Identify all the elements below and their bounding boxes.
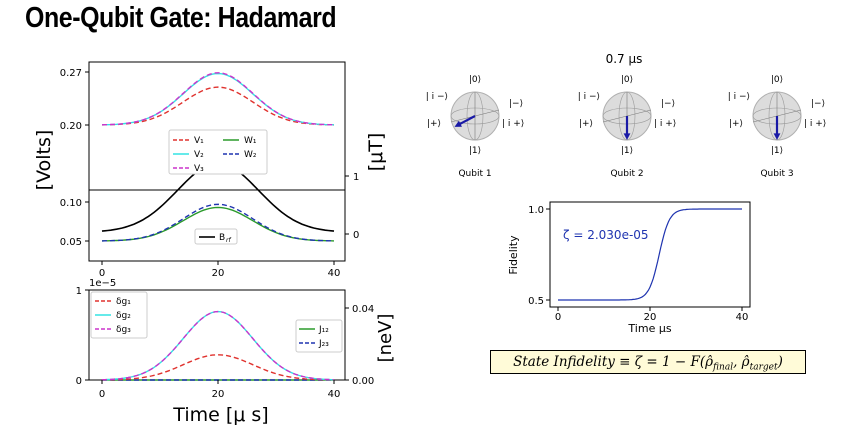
- fidelity-ticks: 0 20 40 0.5 1.0: [528, 205, 748, 323]
- x-tick-label: 20: [212, 268, 225, 279]
- bloch-sphere-2: |0⟩ |1⟩ | i −⟩ |+⟩ |−⟩ | i +⟩ Qubit 2: [578, 75, 677, 179]
- x-tick-label: 20: [212, 389, 225, 400]
- voltage-y-right-label: [μT]: [365, 133, 387, 172]
- label-ket-minus: |−⟩: [811, 99, 825, 109]
- legend-label: J₁₂: [318, 325, 329, 335]
- legend-label: W₁: [244, 136, 257, 146]
- label-ket-minus: |−⟩: [509, 99, 523, 109]
- fidelity-y-label: Fidelity: [507, 235, 520, 275]
- bloch-sphere-3: |0⟩ |1⟩ | i −⟩ |+⟩ |−⟩ | i +⟩ Qubit 3: [728, 75, 827, 179]
- fidelity-series: [558, 208, 742, 301]
- y-right-tick-label: 0.00: [352, 376, 374, 387]
- label-ket-i-plus: | i +⟩: [654, 119, 676, 129]
- coupling-legend-right: J₁₂ J₂₃: [295, 319, 343, 353]
- label-ket-0: |0⟩: [771, 75, 783, 85]
- legend-label: V₁: [194, 136, 204, 146]
- y-tick-label: 1.0: [528, 205, 544, 216]
- y-left-tick-label: 1: [76, 286, 82, 297]
- y-right-tick-label: 0.04: [352, 304, 374, 315]
- x-tick-label: 0: [555, 312, 561, 323]
- y-left-tick-label: 0.27: [60, 68, 82, 79]
- state-vector-head: [454, 120, 462, 127]
- y-left-tick-label: 0.10: [60, 198, 82, 209]
- qubit-label: Qubit 2: [610, 169, 643, 179]
- legend-label: δg₁: [116, 297, 131, 307]
- label-ket-plus: |+⟩: [579, 119, 593, 129]
- fidelity-line: [558, 208, 742, 301]
- voltage-ticks: 0 20 40 0.27 0.20 0.10 0.05 0 1: [60, 68, 360, 279]
- label-ket-i-plus: | i +⟩: [502, 119, 524, 129]
- formula-rhs: ): [777, 354, 783, 370]
- legend-label-brf-sub: rf: [226, 237, 231, 244]
- legend-label: δg₂: [116, 311, 131, 321]
- label-ket-i-minus: | i −⟩: [728, 92, 750, 102]
- label-ket-1: |1⟩: [621, 146, 633, 156]
- label-ket-minus: |−⟩: [661, 99, 675, 109]
- x-tick-label: 0: [99, 268, 105, 279]
- qubit-label: Qubit 1: [458, 169, 491, 179]
- coupling-x-label: Time [μ s]: [172, 404, 268, 426]
- legend-label: J₂₃: [318, 339, 329, 349]
- fidelity-annotation: ζ = 2.030e-05: [563, 228, 649, 242]
- x-tick-label: 0: [99, 389, 105, 400]
- label-ket-0: |0⟩: [621, 75, 633, 85]
- label-ket-i-minus: | i −⟩: [578, 92, 600, 102]
- series-line-5: [101, 203, 335, 242]
- formula-sub-final: final: [713, 362, 734, 373]
- y-left-tick-label: 0.05: [60, 237, 82, 248]
- state-vector-head: [773, 133, 781, 140]
- legend-label: V₃: [194, 164, 204, 174]
- page-title: One-Qubit Gate: Hadamard: [25, 2, 337, 34]
- x-tick-label: 20: [644, 312, 657, 323]
- formula-lhs: State Infidelity ≡ ζ = 1 − F(ρ̂: [513, 354, 714, 370]
- x-tick-label: 40: [328, 268, 341, 279]
- formula-mid: , ρ̂: [733, 354, 750, 370]
- label-ket-plus: |+⟩: [427, 119, 441, 129]
- coupling-ticks: 0 20 40 0 1 0.00 0.04: [76, 286, 375, 400]
- y-left-tick-label: 0.20: [60, 121, 82, 132]
- formula-sub-target: target: [749, 362, 778, 373]
- y-right-tick-label: 1: [353, 172, 359, 183]
- coupling-y-right-label: [neV]: [375, 314, 396, 363]
- series-line-3: [101, 72, 335, 126]
- fidelity-axes: [549, 201, 751, 308]
- fidelity-x-label: Time μs: [627, 322, 671, 335]
- legend-label-brf: B: [219, 233, 225, 243]
- voltage-y-left-label: [Volts]: [33, 130, 55, 191]
- y-right-tick-label: 0: [353, 230, 359, 241]
- x-tick-label: 40: [736, 312, 749, 323]
- label-ket-i-minus: | i −⟩: [426, 92, 448, 102]
- label-ket-1: |1⟩: [771, 146, 783, 156]
- label-ket-0: |0⟩: [469, 75, 481, 85]
- coupling-scale-note: 1e−5: [89, 278, 116, 289]
- y-tick-label: 0.5: [528, 296, 544, 307]
- coupling-line-1: [102, 354, 334, 381]
- label-ket-i-plus: | i +⟩: [804, 119, 826, 129]
- qubit-label: Qubit 3: [760, 169, 793, 179]
- label-ket-plus: |+⟩: [729, 119, 743, 129]
- legend-label: V₂: [194, 150, 204, 160]
- state-infidelity-formula: State Infidelity ≡ ζ = 1 − F(ρ̂final, ρ̂…: [490, 350, 806, 374]
- x-tick-label: 40: [328, 389, 341, 400]
- coupling-legend-left: δg₁ δg₂ δg₃: [90, 291, 148, 339]
- state-vector-head: [623, 133, 631, 140]
- bloch-sphere-1: |0⟩ |1⟩ | i −⟩ |+⟩ |−⟩ | i +⟩ Qubit 1: [426, 75, 525, 179]
- coupling-line-3: [102, 310, 334, 381]
- legend-label: W₂: [244, 150, 257, 160]
- legend-label: δg₃: [116, 325, 131, 335]
- label-ket-1: |1⟩: [469, 146, 481, 156]
- y-left-tick-label: 0: [76, 376, 82, 387]
- series-line-1: [101, 86, 335, 126]
- time-label: 0.7 μs: [606, 52, 643, 66]
- voltage-legend-top: V₁ V₂ V₃ W₁ W₂: [168, 129, 268, 175]
